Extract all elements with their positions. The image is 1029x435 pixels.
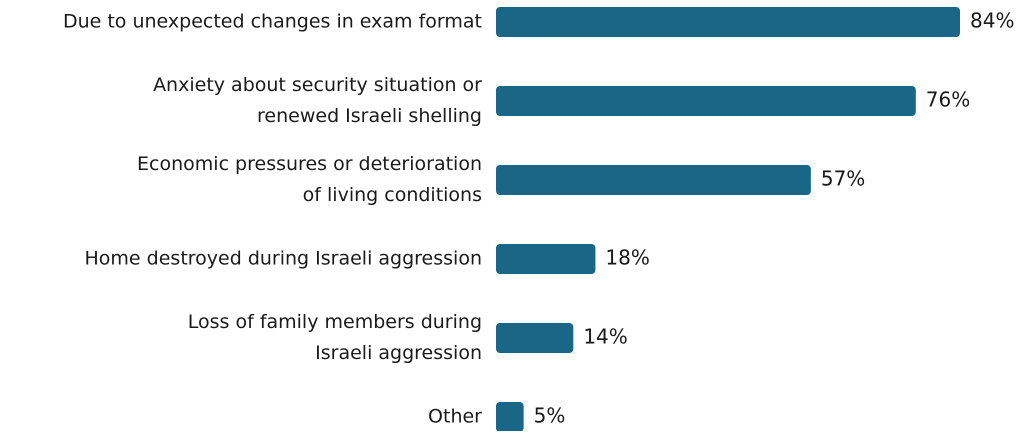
bar bbox=[496, 323, 574, 353]
value-label: 84% bbox=[970, 9, 1014, 33]
category-label: Anxiety about security situation or bbox=[153, 74, 482, 96]
category-label: renewed Israeli shelling bbox=[257, 105, 482, 127]
category-label: Other bbox=[428, 406, 482, 428]
bar bbox=[496, 165, 811, 195]
category-label: Home destroyed during Israeli aggression bbox=[85, 248, 482, 270]
value-label: 76% bbox=[926, 88, 970, 112]
category-label: Israeli aggression bbox=[315, 342, 482, 364]
bar bbox=[496, 402, 524, 432]
value-label: 57% bbox=[821, 167, 865, 191]
category-label: Loss of family members during bbox=[188, 311, 482, 333]
category-label: Economic pressures or deterioration bbox=[137, 153, 482, 175]
value-label: 14% bbox=[583, 325, 627, 349]
bar bbox=[496, 244, 596, 274]
category-label: Due to unexpected changes in exam format bbox=[63, 11, 482, 33]
bar bbox=[496, 7, 960, 37]
bar bbox=[496, 86, 916, 116]
value-label: 5% bbox=[534, 404, 566, 428]
category-label: of living conditions bbox=[303, 184, 482, 206]
value-label: 18% bbox=[605, 246, 649, 270]
